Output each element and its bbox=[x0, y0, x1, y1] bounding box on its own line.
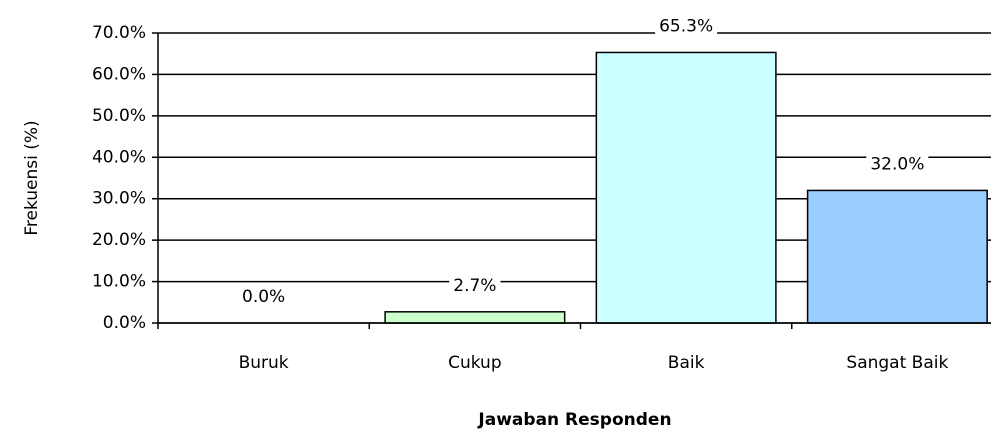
x-tick-label: Baik bbox=[668, 353, 705, 373]
value-label: 2.7% bbox=[453, 276, 496, 296]
value-label: 0.0% bbox=[242, 287, 285, 307]
y-tick-label: 40.0% bbox=[92, 147, 146, 167]
value-label-bg bbox=[655, 14, 718, 39]
x-tick-label: Buruk bbox=[239, 353, 289, 373]
bar bbox=[384, 311, 566, 324]
bar bbox=[595, 51, 777, 324]
x-tick-label: Cukup bbox=[448, 353, 502, 373]
x-tick-label: Sangat Baik bbox=[846, 353, 948, 373]
bar bbox=[806, 189, 988, 324]
y-tick-label: 0.0% bbox=[103, 313, 146, 333]
x-axis-label: Jawaban Responden bbox=[477, 410, 671, 430]
y-tick-label: 50.0% bbox=[92, 106, 146, 126]
y-tick-label: 70.0% bbox=[92, 23, 146, 43]
y-axis-label: Frekuensi (%) bbox=[22, 120, 42, 235]
value-label: 65.3% bbox=[659, 16, 713, 36]
value-label-bg bbox=[449, 273, 501, 298]
value-label-bg bbox=[866, 152, 929, 177]
y-tick-label: 60.0% bbox=[92, 64, 146, 84]
value-label-bg bbox=[238, 285, 290, 309]
y-tick-label: 10.0% bbox=[92, 272, 146, 292]
y-tick-label: 30.0% bbox=[92, 189, 146, 209]
y-tick-label: 20.0% bbox=[92, 230, 146, 250]
value-label: 32.0% bbox=[870, 154, 924, 174]
